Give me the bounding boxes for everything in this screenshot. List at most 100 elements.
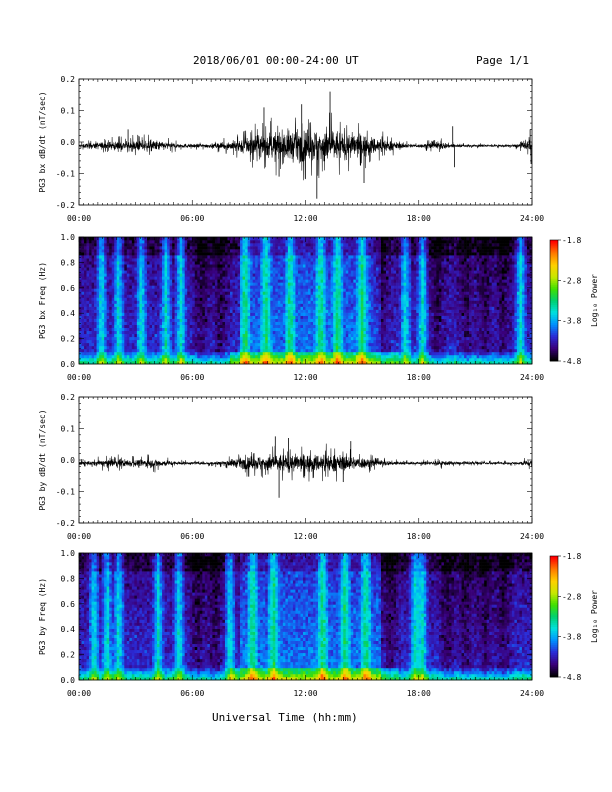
spectrogram-cell <box>124 294 128 298</box>
spectrogram-cell <box>154 279 158 283</box>
spectrogram-cell <box>230 315 233 319</box>
spectrogram-cell <box>169 240 173 244</box>
spectrogram-cell <box>280 339 284 344</box>
spectrogram-cell <box>101 294 105 298</box>
spectrogram-cell <box>325 354 329 359</box>
spectrogram-cell <box>353 360 357 365</box>
spectrogram-cell <box>109 324 113 329</box>
spectrogram-cell <box>91 342 95 347</box>
spectrogram-cell <box>157 285 160 289</box>
spectrogram-cell <box>338 270 342 274</box>
spectrogram-cell <box>323 285 326 289</box>
spectrogram-cell <box>348 273 352 277</box>
spectrogram-cell <box>94 249 97 253</box>
spectrogram-cell <box>338 252 342 256</box>
spectrogram-cell <box>277 321 281 325</box>
spectrogram-cell <box>270 303 274 307</box>
spectrogram-cell <box>315 255 319 259</box>
spectrogram-cell <box>272 252 276 256</box>
spectrogram-cell <box>106 249 110 253</box>
spectrogram-cell <box>86 300 90 304</box>
spectrogram-cell <box>219 348 223 353</box>
spectrogram-cell <box>272 342 276 347</box>
spectrogram-cell <box>106 291 110 295</box>
spectrogram-cell <box>136 276 140 280</box>
spectrogram-cell <box>126 261 130 265</box>
spectrogram-cell <box>280 267 284 271</box>
spectrogram-cell <box>235 258 238 262</box>
spectrogram-cell <box>81 300 85 304</box>
spectrogram-cell <box>247 306 251 310</box>
spectrogram-cell <box>260 354 264 359</box>
spectrogram-cell <box>101 285 105 289</box>
spectrogram-cell <box>247 300 251 304</box>
spectrogram-cell <box>330 252 334 256</box>
spectrogram-cell <box>227 324 231 329</box>
spectrogram-cell <box>335 255 339 259</box>
spectrogram-cell <box>328 258 331 262</box>
spectrogram-cell <box>146 300 150 304</box>
spectrogram-cell <box>79 270 82 274</box>
spectrogram-cell <box>345 288 349 292</box>
spectrogram-cell <box>159 345 163 350</box>
spectrogram-cell <box>353 270 357 274</box>
spectrogram-cell <box>159 270 163 274</box>
spectrogram-cell <box>159 303 163 307</box>
spectrogram-cell <box>275 261 279 265</box>
spectrogram-cell <box>199 315 203 319</box>
spectrogram-cell <box>265 339 269 344</box>
spectrogram-cell <box>187 342 191 347</box>
spectrogram-cell <box>335 237 339 241</box>
spectrogram-cell <box>245 330 248 335</box>
spectrogram-cell <box>255 312 258 316</box>
spectrogram-cell <box>257 306 261 310</box>
spectrogram-cell <box>305 264 309 268</box>
spectrogram-cell <box>214 306 218 310</box>
spectrogram-cell <box>320 282 324 286</box>
spectrogram-cell <box>134 357 138 362</box>
spectrogram-cell <box>330 354 334 359</box>
spectrogram-cell <box>79 255 82 259</box>
spectrogram-cell <box>267 294 271 298</box>
spectrogram-cell <box>194 240 198 244</box>
spectrogram-cell <box>219 240 223 244</box>
spectrogram-cell <box>179 330 183 335</box>
spectrogram-cell <box>237 309 241 313</box>
spectrogram-cell <box>109 282 113 286</box>
spectrogram-cell <box>162 267 165 271</box>
spectrogram-cell <box>167 249 170 253</box>
spectrogram-cell <box>81 360 85 365</box>
spectrogram-cell <box>257 258 261 262</box>
spectrogram-cell <box>146 282 150 286</box>
spectrogram-cell <box>79 264 82 268</box>
spectrogram-cell <box>194 354 198 359</box>
spectrogram-cell <box>154 252 158 256</box>
spectrogram-cell <box>189 309 193 313</box>
spectrogram-cell <box>257 321 261 325</box>
spectrogram-cell <box>139 357 143 362</box>
spectrogram-cell <box>257 342 261 347</box>
spectrogram-cell <box>86 333 90 338</box>
spectrogram-cell <box>287 318 291 322</box>
spectrogram-cell <box>91 264 95 268</box>
spectrogram-cell <box>242 306 246 310</box>
spectrogram-cell <box>214 327 218 332</box>
spectrogram-cell <box>295 324 299 329</box>
spectrogram-cell <box>114 258 118 262</box>
spectrogram-cell <box>134 327 138 332</box>
spectrogram-cell <box>149 306 153 310</box>
spectrogram-cell <box>250 312 253 316</box>
spectrogram-cell <box>310 255 314 259</box>
spectrogram-cell <box>151 324 155 329</box>
spectrogram-cell <box>287 255 291 259</box>
spectrogram-cell <box>164 288 168 292</box>
spectrogram-cell <box>313 270 316 274</box>
spectrogram-cell <box>134 279 138 283</box>
spectrogram-cell <box>209 354 213 359</box>
spectrogram-cell <box>111 288 115 292</box>
spectrogram-cell <box>157 291 160 295</box>
spectrogram-cell <box>162 321 165 325</box>
spectrogram-cell <box>250 291 253 295</box>
spectrogram-cell <box>308 303 311 307</box>
spectrogram-cell <box>89 279 92 283</box>
